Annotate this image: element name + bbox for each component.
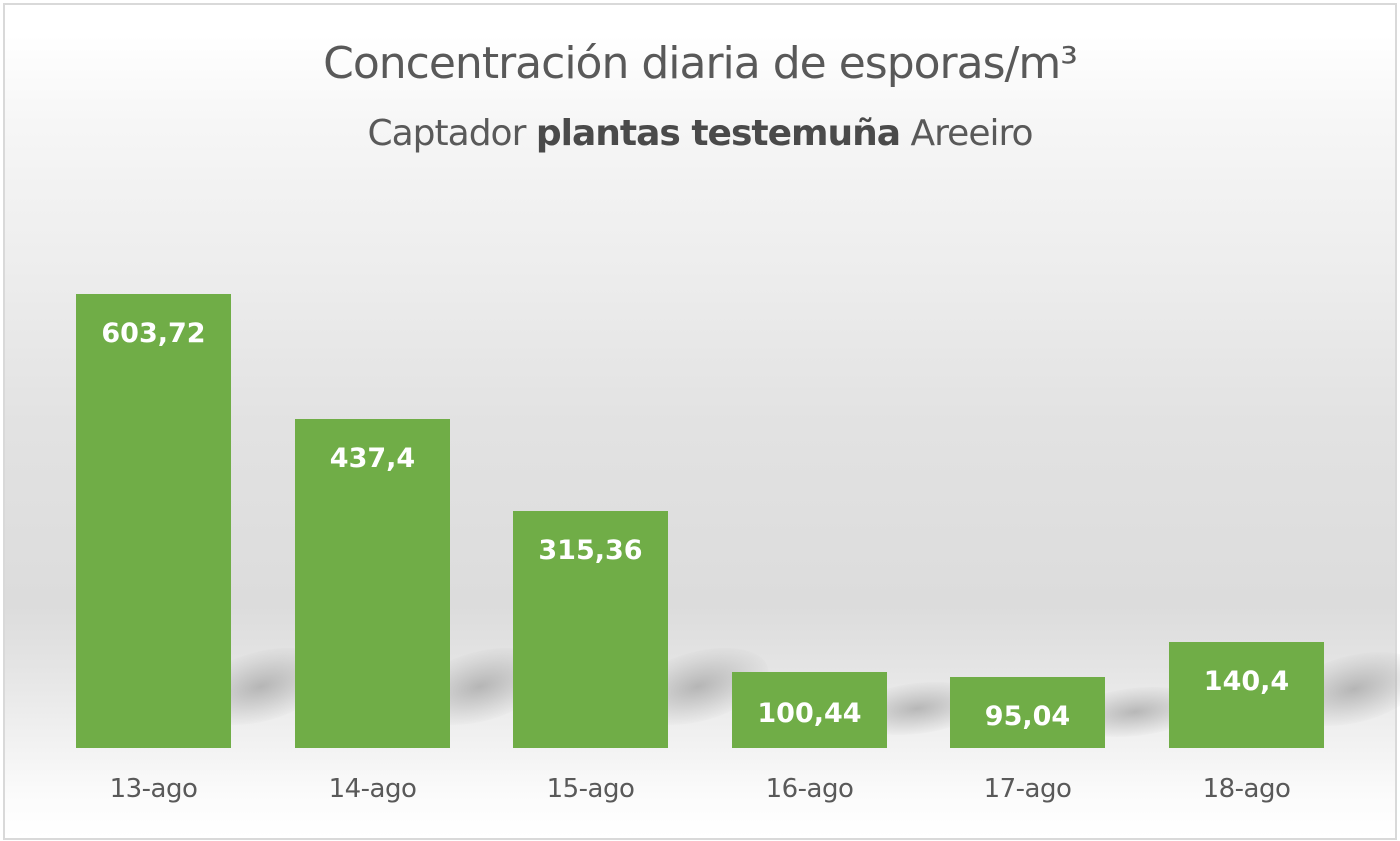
- subtitle-suffix: Areeiro: [910, 113, 1034, 154]
- bar-17-ago: 95,04: [950, 677, 1105, 748]
- data-label: 100,44: [757, 698, 862, 729]
- x-tick-label: 16-ago: [765, 774, 854, 804]
- data-label: 603,72: [101, 318, 206, 349]
- chart-subtitle: Captador plantas testemuña Areeiro: [0, 113, 1400, 154]
- data-label: 140,4: [1203, 666, 1290, 697]
- data-label: 315,36: [538, 535, 643, 566]
- chart-title: Concentración diaria de esporas/m³: [323, 38, 1078, 89]
- bar-15-ago: 315,36: [513, 511, 668, 748]
- bar-18-ago: 140,4: [1169, 642, 1324, 748]
- x-tick-label: 15-ago: [546, 774, 635, 804]
- x-tick-label: 17-ago: [983, 774, 1072, 804]
- subtitle-prefix: Captador: [367, 113, 526, 154]
- x-tick-label: 14-ago: [328, 774, 417, 804]
- bar-16-ago: 100,44: [732, 672, 887, 748]
- data-label: 437,4: [329, 443, 416, 474]
- data-label: 95,04: [984, 700, 1071, 732]
- bar-13-ago: 603,72: [76, 294, 231, 748]
- subtitle-bold: plantas testemuña: [535, 113, 901, 154]
- x-tick-label: 18-ago: [1202, 774, 1291, 804]
- bar-14-ago: 437,4: [295, 419, 450, 748]
- x-tick-label: 13-ago: [109, 774, 198, 804]
